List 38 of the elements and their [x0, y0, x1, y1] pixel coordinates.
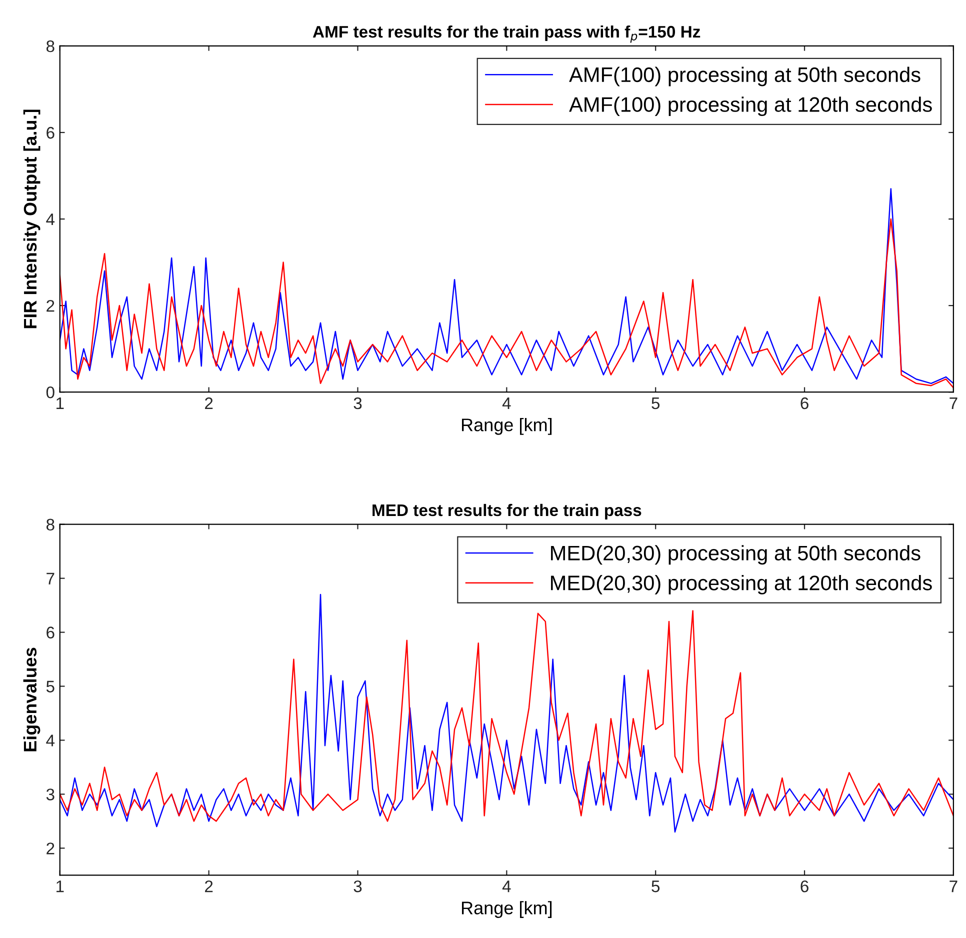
x-tick-label: 3 [354, 397, 362, 410]
x-tick-label: 2 [205, 397, 213, 410]
x-tick-label: 5 [652, 880, 660, 892]
x-tick-label: 1 [56, 880, 64, 892]
x-tick-label: 1 [56, 398, 64, 410]
y-tick-label: 7 [46, 572, 54, 584]
x-tick-label: 6 [800, 397, 808, 410]
x-tick-label: 7 [950, 398, 958, 410]
y-tick-label: 2 [46, 842, 54, 854]
chart-title: MED test results for the train pass [372, 504, 642, 520]
line-series [60, 218, 954, 388]
y-tick-label: 8 [46, 40, 54, 52]
x-axis-title: Range [km] [462, 418, 552, 435]
legend-label: MED(20,30) processing at 120th seconds [551, 575, 932, 594]
x-tick-label: 6 [800, 880, 808, 892]
legend-label: AMF(100) processing at 120th seconds [569, 96, 932, 116]
y-axis-title: FIR Intensity Output [a.u.] [23, 110, 40, 328]
y-tick-label: 5 [46, 680, 54, 692]
x-tick-label: 3 [354, 880, 362, 892]
y-tick-label: 4 [46, 734, 55, 746]
x-tick-label: 4 [502, 880, 511, 892]
y-tick-label: 6 [46, 626, 54, 638]
y-tick-label: 6 [46, 126, 54, 139]
legend-label: AMF(100) processing at 50th seconds [569, 66, 920, 86]
y-tick-label: 0 [46, 386, 54, 398]
y-axis-title: Eigenvalues [23, 648, 40, 752]
y-tick-label: 2 [46, 300, 54, 312]
x-tick-label: 2 [205, 880, 213, 892]
x-tick-label: 7 [950, 880, 958, 892]
chart-title: AMF test results for the train pass with f$_{p}$=150 Hz [312, 25, 700, 43]
line-series [60, 188, 954, 384]
x-tick-label: 4 [502, 398, 511, 410]
legend-label: MED(20,30) processing at 50th seconds [551, 545, 920, 565]
y-tick-label: 3 [46, 788, 54, 800]
x-axis-title: Range [km] [462, 901, 552, 918]
x-tick-label: 5 [652, 398, 660, 410]
y-tick-label: 8 [46, 518, 54, 531]
y-tick-label: 4 [46, 214, 55, 226]
